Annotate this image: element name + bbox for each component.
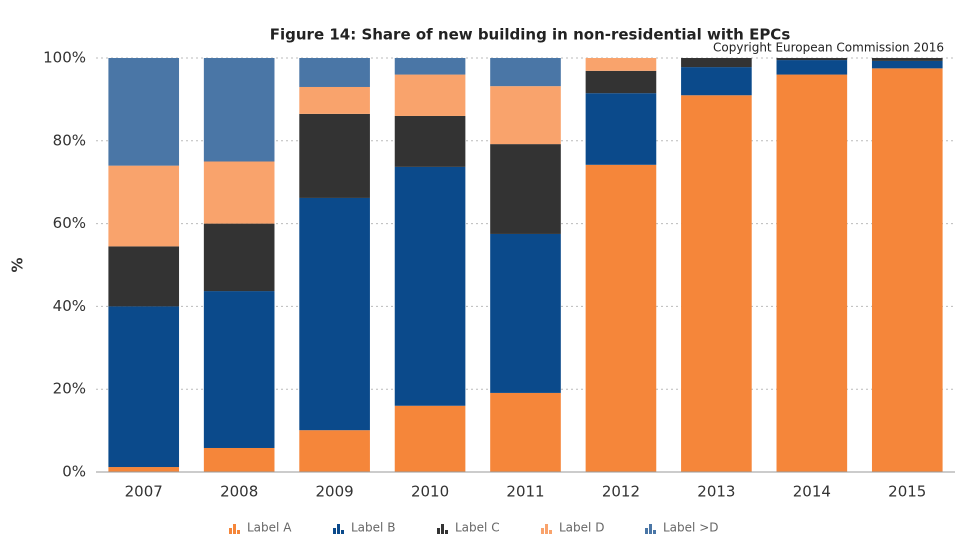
bar-segment [490, 86, 561, 145]
legend-icon [437, 528, 440, 534]
legend-icon [653, 530, 656, 534]
legend-icon [549, 530, 552, 534]
bar-segment [203, 223, 275, 292]
bar-segment [776, 60, 848, 75]
bar-segment [108, 467, 180, 472]
chart-title: Figure 14: Share of new building in non-… [270, 26, 791, 44]
bar-segment [108, 246, 180, 307]
bar-segment [776, 58, 848, 61]
y-tick-label: 100% [43, 49, 86, 67]
bar-segment [871, 68, 943, 472]
bar-segment [299, 58, 370, 87]
legend-icon [541, 528, 544, 534]
y-tick-label: 60% [53, 214, 86, 232]
bar-segment [871, 58, 943, 61]
x-tick-label: 2014 [793, 483, 831, 501]
bar-segment [585, 164, 657, 472]
bar-segment [394, 166, 466, 406]
x-tick-label: 2008 [220, 483, 258, 501]
bar-segment [490, 144, 561, 234]
bar-segment [681, 58, 752, 68]
legend-icon [337, 524, 340, 534]
bar-segment [394, 74, 466, 116]
x-tick-label: 2011 [506, 483, 544, 501]
bar-segment [203, 58, 275, 162]
legend-label: Label >D [663, 521, 718, 535]
bar-segment [585, 70, 657, 94]
legend-label: Label A [247, 521, 292, 535]
legend-icon [341, 530, 344, 534]
bar-segment [871, 60, 943, 69]
bar-segment [203, 161, 275, 224]
y-axis-label: % [9, 257, 27, 272]
legend-icon [233, 524, 236, 534]
bar-segment [299, 197, 370, 431]
x-tick-label: 2012 [602, 483, 640, 501]
bar-segment [108, 306, 180, 468]
legend-icon [333, 528, 336, 534]
legend-icon [229, 528, 232, 534]
bar-segment [394, 115, 466, 167]
bar-segment [490, 58, 561, 87]
copyright: Copyright European Commission 2016 [713, 41, 944, 55]
bar-segment [681, 95, 752, 472]
legend-icon [545, 524, 548, 534]
legend-icon [645, 528, 648, 534]
bar-segment [490, 233, 561, 393]
bar-segment [394, 405, 466, 472]
x-tick-label: 2007 [125, 483, 163, 501]
bar-segment [681, 67, 752, 96]
legend-icon [441, 524, 444, 534]
bar-segment [776, 74, 848, 472]
legend-label: Label D [559, 521, 604, 535]
bar-segment [299, 113, 370, 198]
legend-icon [649, 524, 652, 534]
legend-label: Label B [351, 521, 395, 535]
legend-icon [445, 530, 448, 534]
bar-segment [394, 58, 466, 75]
bar-segment [585, 58, 657, 71]
y-tick-label: 0% [62, 463, 86, 481]
x-tick-label: 2010 [411, 483, 449, 501]
y-tick-label: 20% [53, 380, 86, 398]
bar-segment [108, 165, 180, 247]
bar-segment [108, 58, 180, 166]
x-tick-label: 2009 [316, 483, 354, 501]
bar-segment [203, 291, 275, 448]
x-tick-label: 2015 [888, 483, 926, 501]
bar-segment [299, 86, 370, 114]
x-tick-label: 2013 [697, 483, 735, 501]
y-tick-label: 80% [53, 131, 86, 149]
bar-segment [203, 447, 275, 472]
bar-segment [299, 430, 370, 472]
bar-segment [585, 93, 657, 165]
legend-label: Label C [455, 521, 500, 535]
y-tick-label: 40% [53, 297, 86, 315]
bar-segment [490, 392, 561, 472]
legend-icon [237, 530, 240, 534]
